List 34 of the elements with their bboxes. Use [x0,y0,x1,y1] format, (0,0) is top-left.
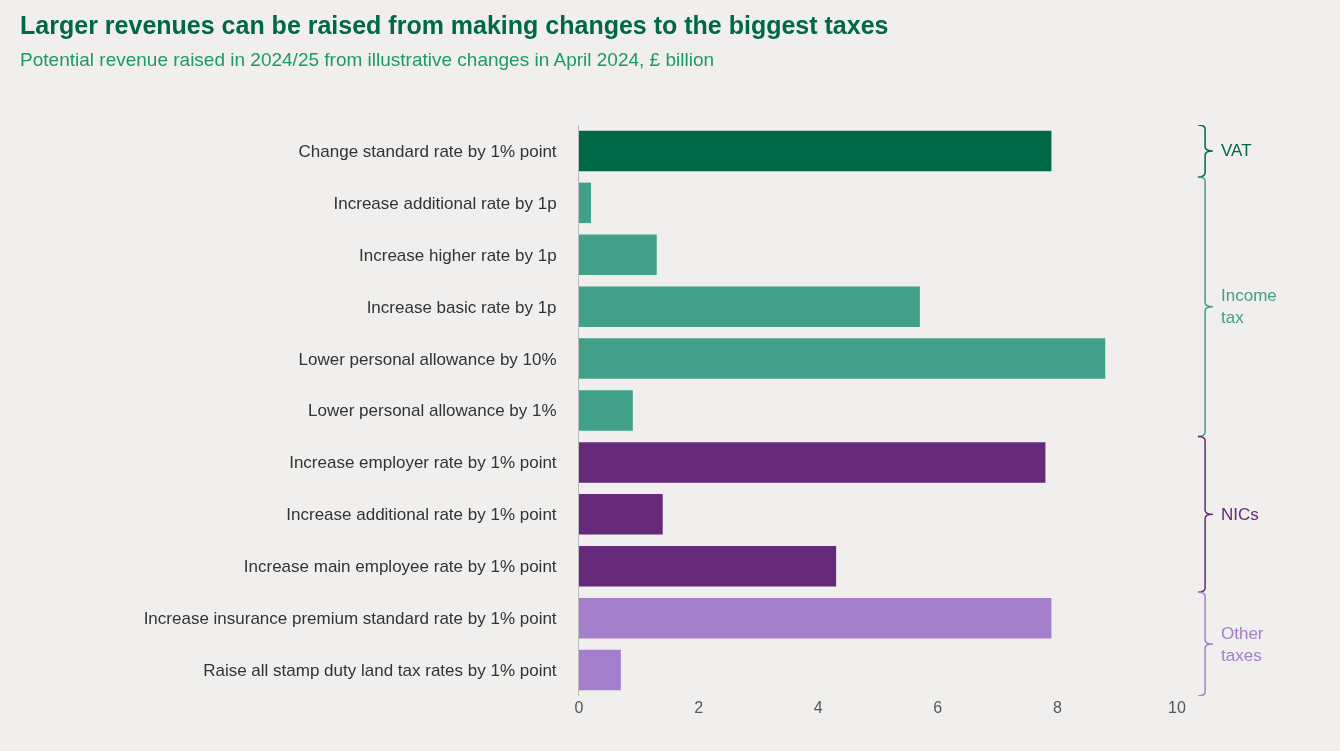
y-tick-label: Raise all stamp duty land tax rates by 1% point [203,661,557,680]
bar [579,130,1052,172]
x-tick-label: 4 [813,699,823,716]
text: Potential revenue raised in 2024/25 from illustrative changes in April 2024, £ billion [20,49,715,71]
bar [579,182,591,224]
y-tick-label: Lower personal allowance by 1% [308,401,557,421]
bar [579,390,633,431]
bar [579,545,837,587]
y-tick-label: Change standard rate by 1% point [298,141,557,161]
chart-title: Larger revenues can be raised from making changes to the biggest taxes [20,10,889,39]
y-tick-label: Increase basic rate by 1p [366,297,557,317]
y-tick-label: Increase additional rate by 1p [333,193,557,213]
y-tick-label: Increase main employee rate by 1% point [243,557,557,577]
x-tick-label: 10 [1168,699,1186,716]
bar [579,597,1052,639]
bar [579,442,1046,483]
text: VAT [1221,141,1252,160]
x-tick-label: 6 [933,699,943,716]
y-tick-label: Increase employer rate by 1% point [289,453,557,473]
bar [579,234,657,276]
x-tick-label: 2 [694,699,704,716]
y-tick-label: Increase insurance premium standard rate by 1% point [143,609,557,629]
text: NICs [1221,505,1259,524]
x-tick-label: 8 [1052,699,1062,716]
y-tick-label: Increase higher rate by 1p [359,245,557,265]
bar [579,338,1106,379]
y-tick-label: Lower personal allowance by 10% [298,349,557,369]
x-tick-label: 0 [574,699,584,716]
bar [579,494,663,535]
text: Other taxes [1221,624,1264,666]
text: Income tax [1221,286,1277,328]
bar [579,286,920,327]
y-tick-label: Increase additional rate by 1% point [286,505,557,525]
bar [579,649,621,691]
